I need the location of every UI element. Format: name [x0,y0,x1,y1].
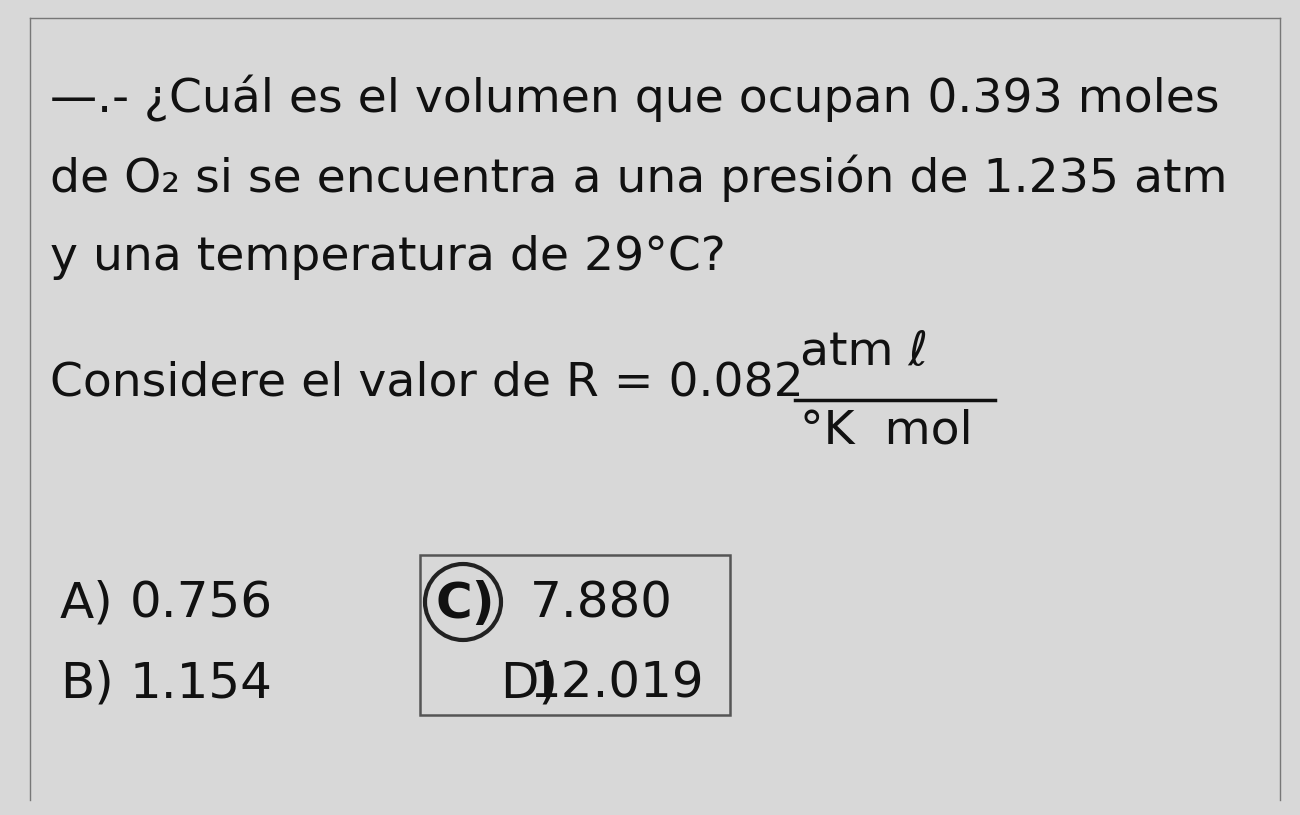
Text: 12.019: 12.019 [530,660,705,708]
Text: C): C) [436,580,494,628]
Text: Considere el valor de R = 0.082: Considere el valor de R = 0.082 [49,360,803,405]
Text: D): D) [500,660,558,708]
Text: 7.880: 7.880 [530,580,673,628]
Text: °K  mol: °K mol [800,408,972,453]
Text: y una temperatura de 29°C?: y una temperatura de 29°C? [49,235,725,280]
Text: A): A) [60,580,114,628]
Text: 1.154: 1.154 [130,660,273,708]
Text: B): B) [60,660,114,708]
Text: —.- ¿Cuál es el volumen que ocupan 0.393 moles: —.- ¿Cuál es el volumen que ocupan 0.393… [49,75,1219,122]
Text: atm ℓ: atm ℓ [800,330,928,375]
Text: de O₂ si se encuentra a una presión de 1.235 atm: de O₂ si se encuentra a una presión de 1… [49,155,1227,202]
Text: 0.756: 0.756 [130,580,273,628]
